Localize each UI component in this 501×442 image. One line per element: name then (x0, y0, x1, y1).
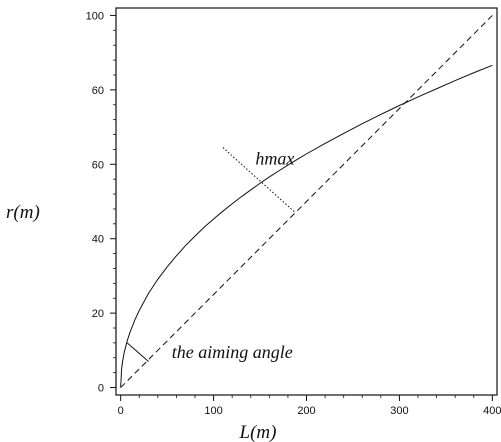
hmax-segment (222, 147, 296, 214)
annotation-label: the aiming angle (172, 342, 293, 362)
y-tick-label: 20 (92, 308, 104, 320)
x-tick-label: 0 (118, 405, 124, 417)
x-tick-label: 100 (204, 405, 222, 417)
x-tick-label: 300 (390, 405, 408, 417)
y-tick-label: 60 (92, 159, 104, 171)
trajectory-curve (120, 64, 493, 388)
y-tick-label: 60 (92, 85, 104, 97)
y-tick-label: 0 (98, 383, 104, 395)
annotation-label: hmax (255, 148, 294, 168)
y-axis-label: r(m) (6, 202, 40, 223)
y-tick-label: 100 (86, 10, 104, 22)
x-axis-label: L(m) (239, 422, 277, 442)
y-tick-label: 40 (92, 234, 104, 246)
angle-marker (126, 342, 149, 362)
x-tick-label: 400 (483, 405, 501, 417)
x-tick-label: 200 (297, 405, 315, 417)
aiming-line (120, 15, 493, 388)
